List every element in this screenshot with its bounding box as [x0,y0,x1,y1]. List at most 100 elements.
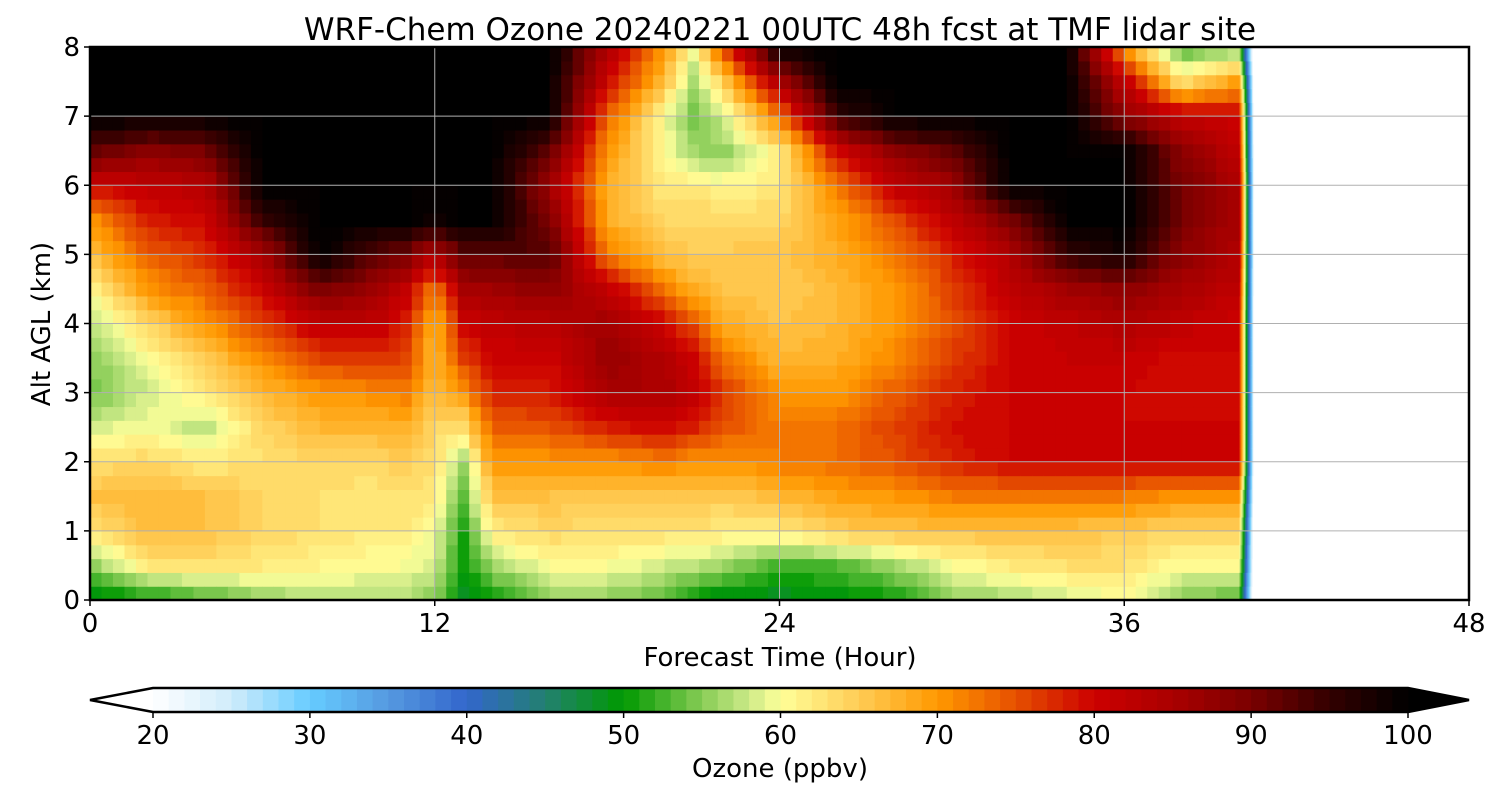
heatmap-cell [526,226,539,242]
heatmap-cell [308,129,321,145]
heatmap-cell [492,226,505,242]
heatmap-cell [997,268,1010,283]
colorbar-band [1062,688,1080,712]
heatmap-cell [859,461,873,477]
heatmap-cell [1089,240,1102,255]
heatmap-cell [997,102,1010,117]
heatmap-cell [813,503,827,518]
heatmap-cell [1043,544,1056,560]
heatmap-cell [825,116,838,131]
heatmap-cell [193,268,206,283]
heatmap-cell [262,282,275,297]
heatmap-cell [1135,489,1148,504]
heatmap-cell [1251,171,1254,186]
heatmap-cell [595,420,608,435]
heatmap-cell [928,157,941,173]
heatmap-cell [1246,572,1248,587]
heatmap-cell [722,282,735,297]
heatmap-cell [492,503,505,518]
heatmap-cell [388,447,401,463]
heatmap-cell [388,572,401,587]
heatmap-cell [986,199,999,214]
heatmap-cell [905,489,918,504]
heatmap-cell [859,364,873,380]
heatmap-cell [790,116,804,131]
heatmap-cell [1256,517,1259,532]
heatmap-cell [377,47,390,62]
heatmap-cell [227,392,240,408]
heatmap-cell [951,378,964,394]
heatmap-cell [388,434,401,449]
heatmap-cell [1227,282,1240,297]
heatmap-cell [1112,517,1125,532]
heatmap-cell [618,434,631,449]
heatmap-cell [1249,558,1252,573]
heatmap-cell [1089,282,1102,297]
heatmap-cell [905,240,918,255]
heatmap-cell [331,226,344,242]
heatmap-cell [411,351,424,366]
heatmap-cell [1248,337,1251,352]
colorbar-band [576,688,593,712]
heatmap-cell [733,337,746,352]
heatmap-cell [607,392,620,408]
heatmap-cell [905,475,918,490]
heatmap-cell [400,586,413,600]
heatmap-cell [538,406,551,421]
heatmap-cell [653,171,666,186]
heatmap-cell [1112,406,1125,421]
heatmap-cell [377,102,390,117]
heatmap-cell [1170,420,1183,435]
heatmap-cell [722,268,735,283]
heatmap-cell [1112,558,1125,573]
heatmap-cell [147,378,160,394]
heatmap-cell [538,323,551,338]
heatmap-cell [825,74,838,90]
heatmap-cell [308,503,321,518]
heatmap-cell [1124,323,1137,338]
heatmap-cell [400,240,413,255]
heatmap [90,47,1259,600]
heatmap-cell [1112,447,1125,463]
heatmap-cell [1193,74,1206,90]
heatmap-cell [1078,530,1091,546]
heatmap-cell [894,530,907,546]
heatmap-cell [1255,129,1257,145]
heatmap-cell [1135,102,1148,117]
heatmap-cell [997,240,1010,255]
heatmap-cell [1216,392,1229,408]
heatmap-cell [411,461,424,477]
heatmap-cell [584,392,597,408]
heatmap-cell [319,116,332,131]
heatmap-cell [147,420,160,435]
heatmap-cell [250,447,263,463]
heatmap-cell [147,544,160,560]
heatmap-cell [1078,517,1091,532]
heatmap-cell [1055,212,1068,228]
heatmap-cell [538,171,551,186]
heatmap-cell [1170,185,1183,200]
heatmap-cell [1170,392,1183,408]
heatmap-cell [1249,295,1252,311]
heatmap-cell [1066,378,1079,394]
heatmap-cell [779,309,792,325]
heatmap-cell [1246,157,1248,173]
heatmap-cell [733,185,746,200]
heatmap-cell [1147,60,1160,76]
heatmap-cell [193,185,206,200]
heatmap-cell [940,378,953,394]
heatmap-cell [90,88,103,103]
heatmap-cell [446,309,459,325]
heatmap-cell [687,157,700,173]
heatmap-cell [365,530,378,546]
heatmap-cell [917,268,930,283]
heatmap-cell [1250,199,1253,214]
heatmap-cell [756,558,769,573]
heatmap-cell [768,530,781,546]
heatmap-cell [434,88,447,103]
heatmap-cell [216,171,229,186]
heatmap-cell [1252,351,1255,366]
heatmap-cell [1101,47,1114,62]
heatmap-cell [411,282,424,297]
heatmap-cell [515,60,528,76]
